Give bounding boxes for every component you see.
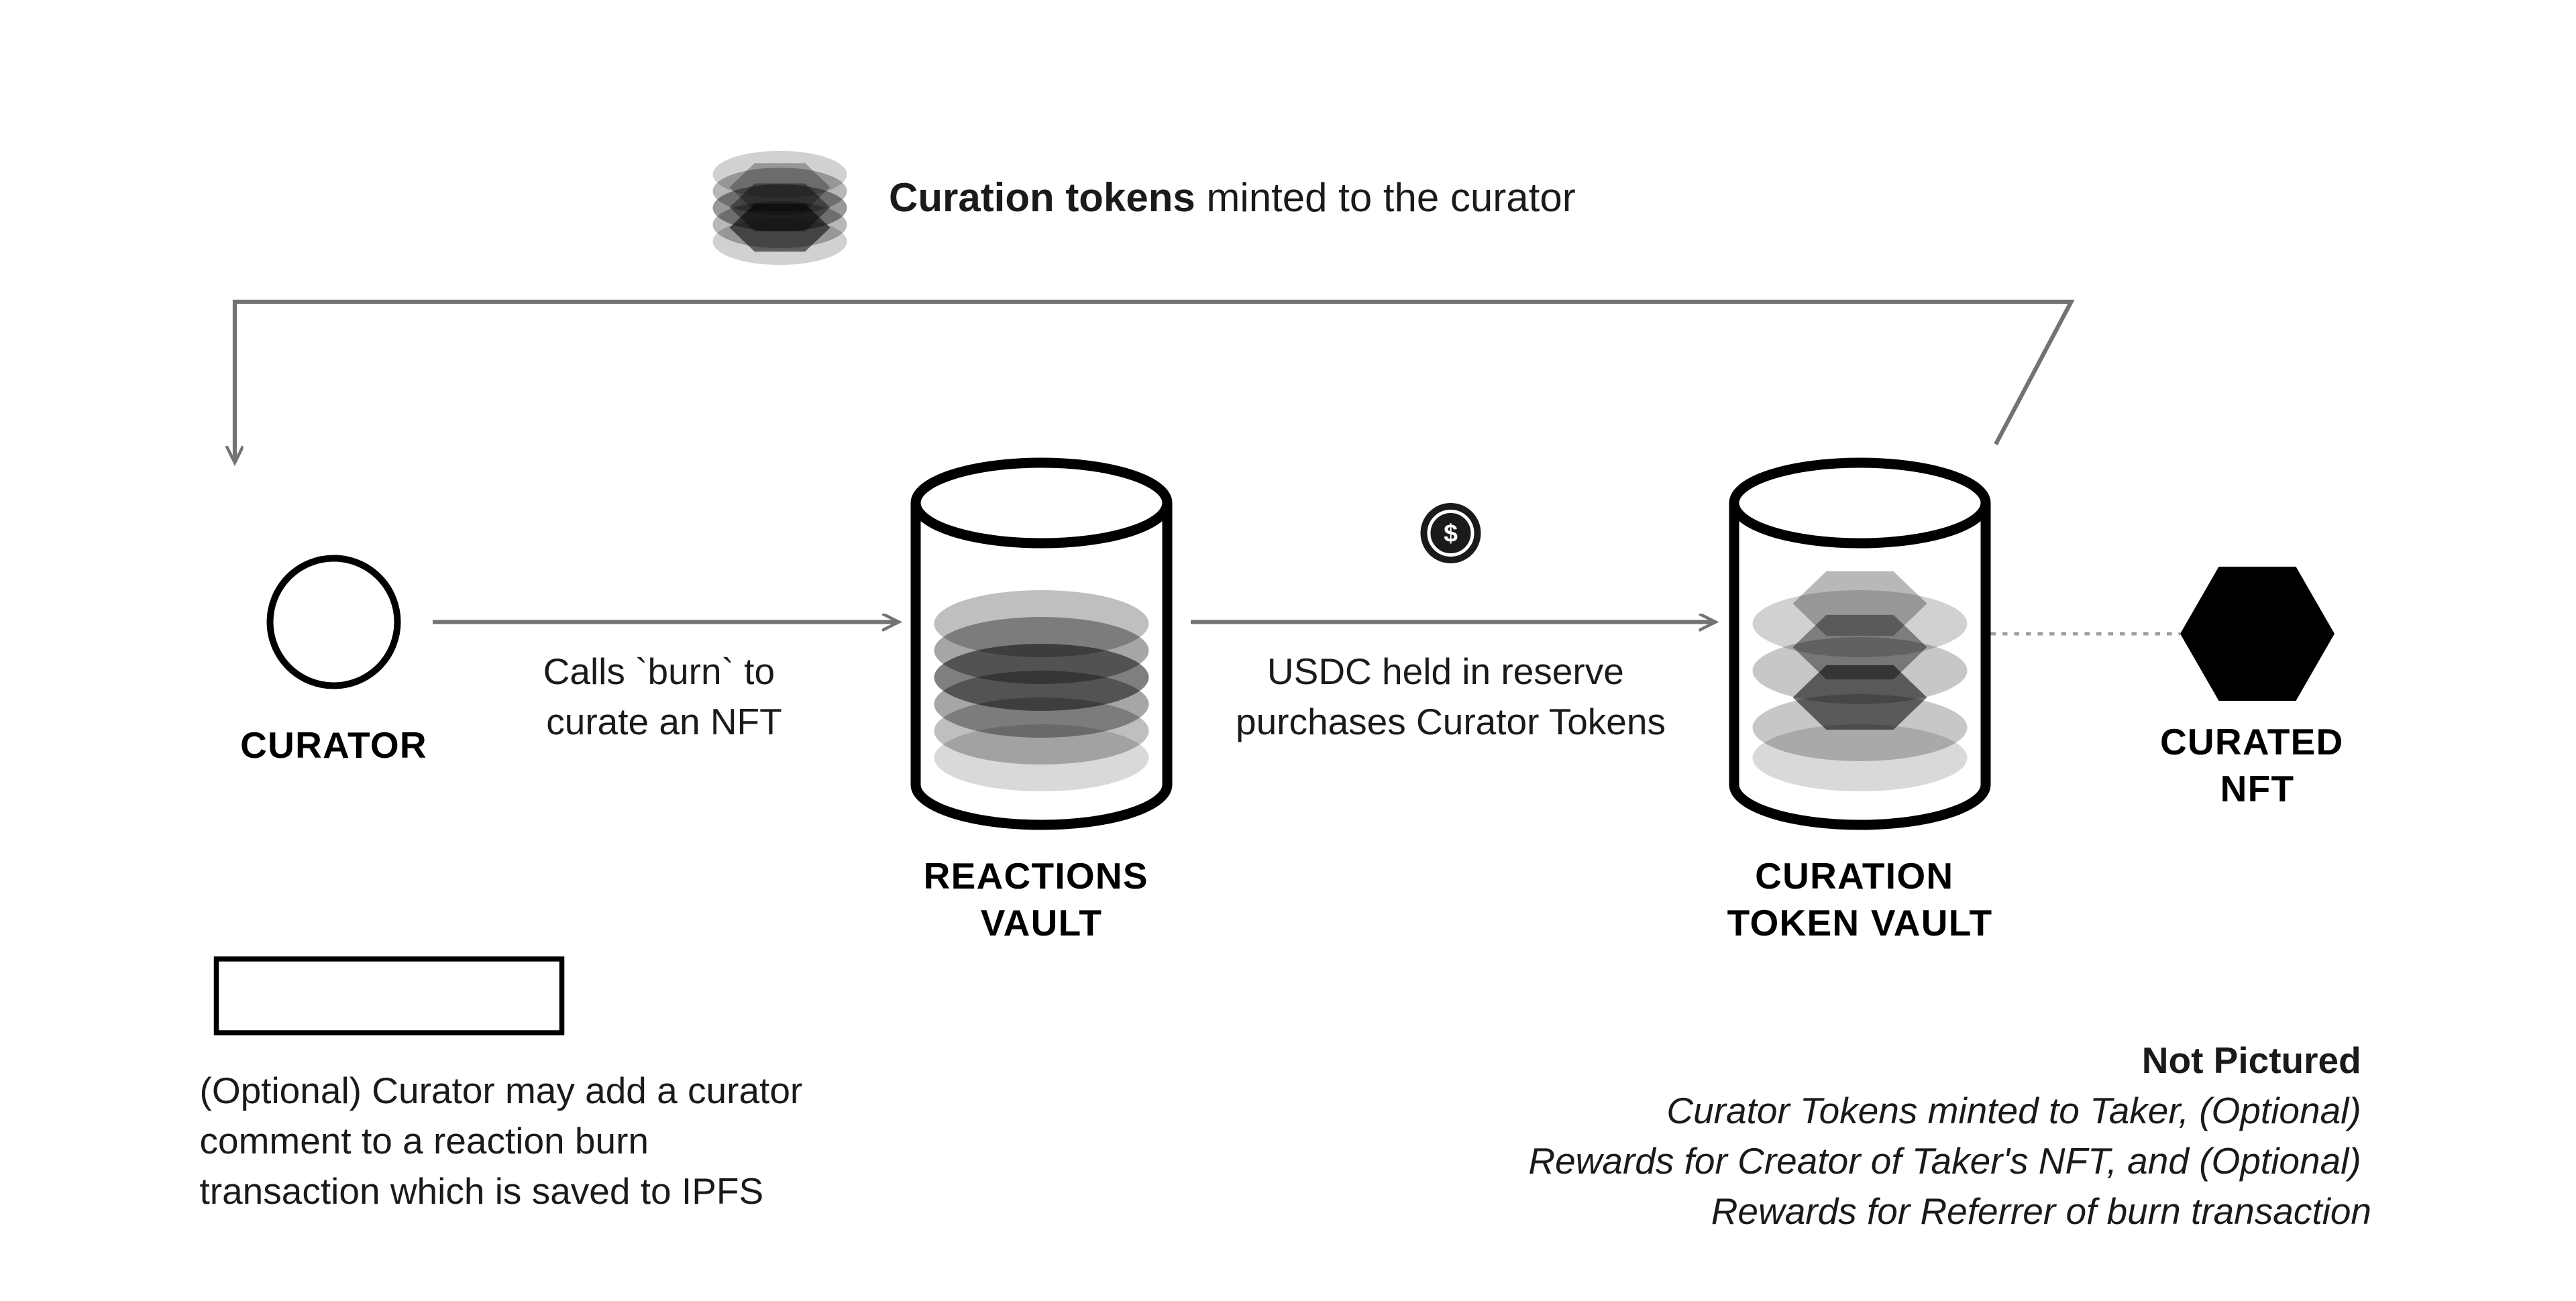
curated-nft-node: CURATED NFT (2160, 567, 2355, 809)
reactions-vault-label: REACTIONS VAULT (924, 855, 1160, 944)
curator-label: CURATOR (240, 724, 427, 766)
headline-text: Curation tokens minted to the curator (889, 175, 1576, 220)
reactions-vault-coin-stack (934, 590, 1149, 791)
arrow-usdc-label: USDC held in reserve purchases Curator T… (1236, 650, 1666, 742)
arrow-tokens-to-curator (235, 302, 2072, 461)
not-pictured-line3: Rewards for Referrer of burn transaction (1711, 1190, 2371, 1232)
not-pictured-block: Not Pictured Curator Tokens minted to Ta… (1528, 1039, 2371, 1232)
svg-text:Not Pictured Curator Tok: Not Pictured Curator Tokens minted to Ta… (1528, 1039, 2371, 1232)
not-pictured-title: Not Pictured (2142, 1039, 2361, 1081)
curation-flow-diagram: Curation tokens minted to the curator CU… (0, 0, 2576, 1301)
optional-comment-text: (Optional) Curator may add a curator com… (200, 1070, 813, 1212)
arrow-burn-label: Calls `burn` to curate an NFT (543, 650, 786, 742)
hexagon-icon (2180, 567, 2334, 701)
curation-vault-label: CURATION TOKEN VAULT (1727, 855, 1993, 944)
curation-tokens-stack-icon-top (713, 151, 847, 265)
curated-nft-label: CURATED NFT (2160, 721, 2355, 809)
curation-vault-hex-stack (1753, 571, 1968, 791)
headline-rest: minted to the curator (1195, 175, 1576, 220)
not-pictured-line2: Rewards for Creator of Taker's NFT, and … (1528, 1140, 2361, 1182)
curation-token-vault-node: CURATION TOKEN VAULT (1727, 463, 1993, 944)
reactions-vault-node: REACTIONS VAULT (916, 463, 1167, 944)
svg-text:$: $ (1444, 519, 1458, 547)
headline-bold: Curation tokens (889, 175, 1195, 220)
usdc-icon: $ (1421, 503, 1481, 563)
curator-node: CURATOR (240, 559, 427, 767)
optional-comment-box: (Optional) Curator may add a curator com… (200, 959, 813, 1212)
not-pictured-line1: Curator Tokens minted to Taker, (Optiona… (1666, 1090, 2361, 1131)
